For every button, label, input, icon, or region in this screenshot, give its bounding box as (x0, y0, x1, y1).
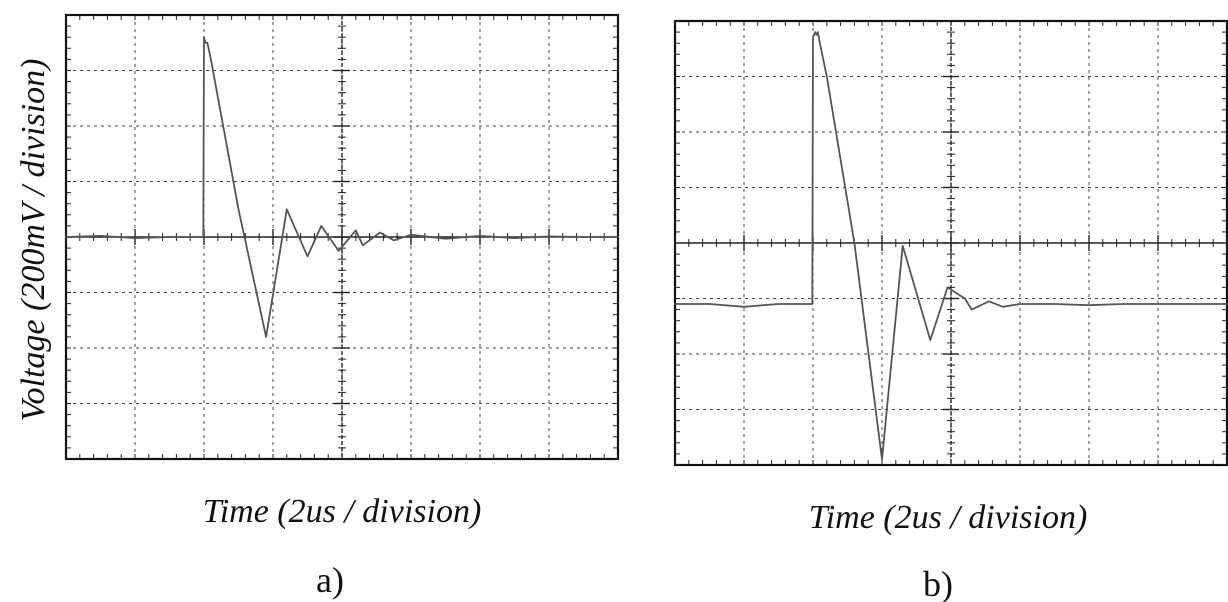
chart-panel-b (673, 19, 1228, 467)
x-axis-label-a: Time (2us / division) (203, 493, 482, 530)
waveform-trace-a (65, 36, 619, 338)
waveform-trace-b (674, 31, 1228, 461)
x-axis-label-b: Time (2us / division) (809, 499, 1088, 536)
chart-panel-a (64, 13, 620, 461)
y-axis-label: Voltage (200mV / division) (15, 59, 52, 422)
panel-label-a: a) (316, 560, 344, 600)
panel-label-b: b) (923, 564, 953, 602)
